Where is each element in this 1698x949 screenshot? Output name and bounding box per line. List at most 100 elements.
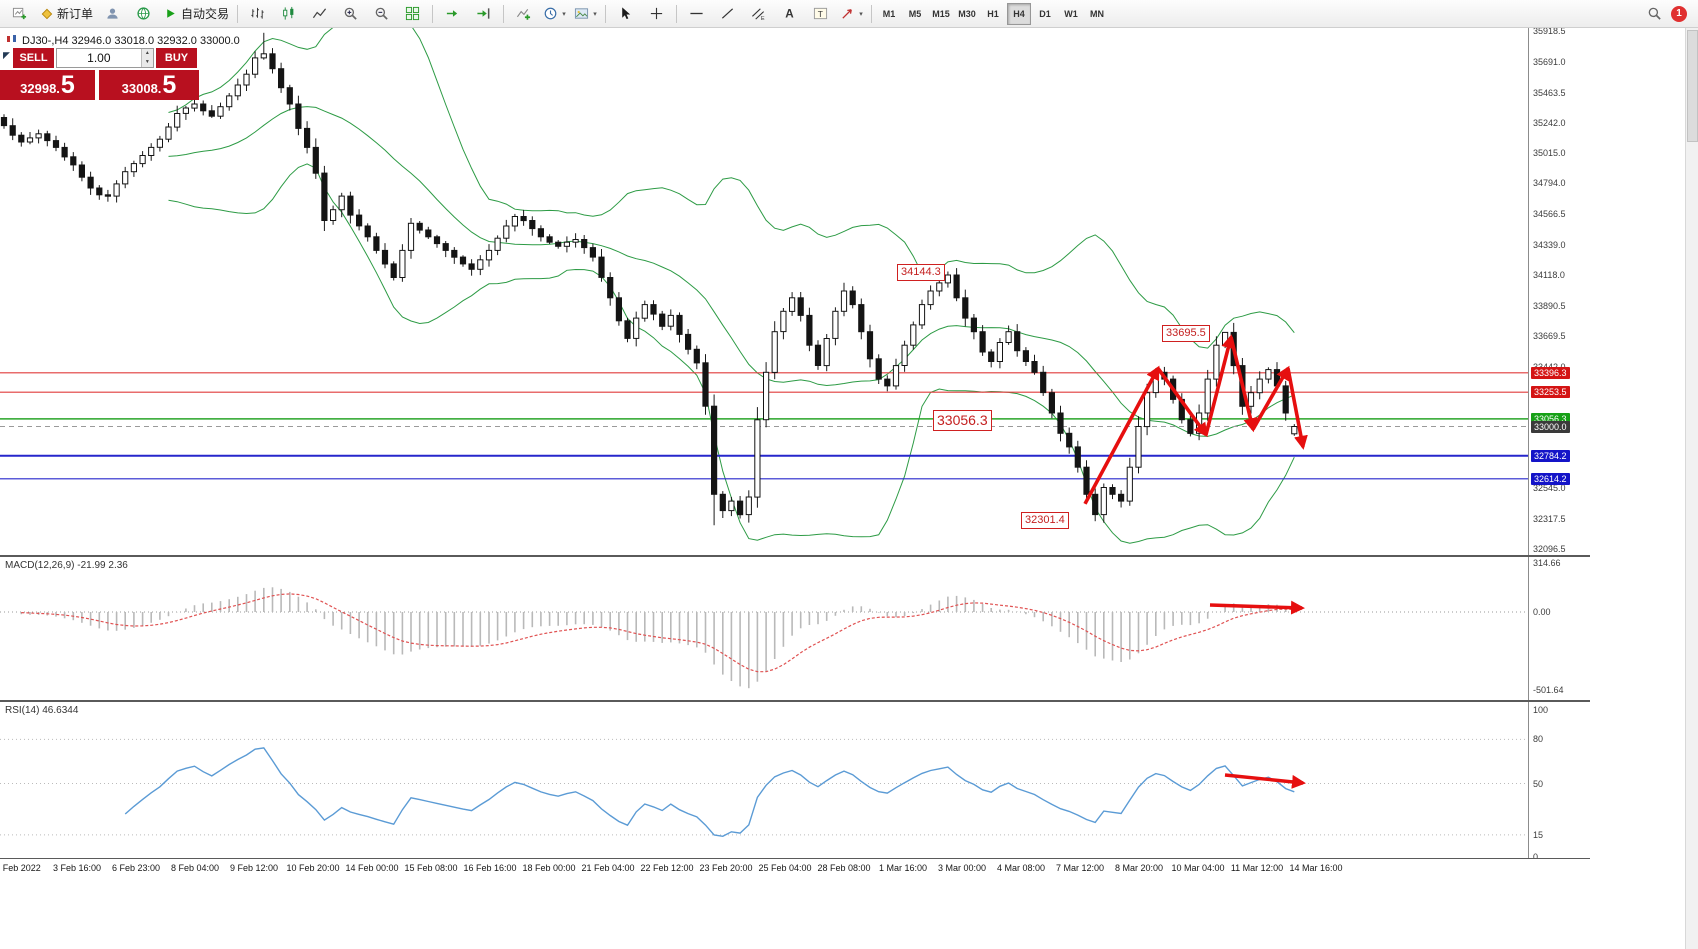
rsi-tick: 15 bbox=[1533, 830, 1544, 840]
shapes-icon[interactable]: ▾ bbox=[837, 3, 866, 25]
svg-text:A: A bbox=[785, 8, 794, 21]
timeframe-m5[interactable]: M5 bbox=[908, 8, 922, 19]
line-chart-icon[interactable] bbox=[305, 3, 334, 25]
macd-tick: 314.66 bbox=[1533, 558, 1561, 568]
buy-button[interactable]: BUY bbox=[156, 48, 197, 68]
price-tick: 32545.0 bbox=[1533, 483, 1566, 493]
time-label: 1 Mar 16:00 bbox=[878, 863, 928, 873]
rsi-tick: 0 bbox=[1533, 852, 1539, 858]
time-label: 9 Feb 12:00 bbox=[229, 863, 279, 873]
price-tick: 32096.5 bbox=[1533, 544, 1566, 554]
price-tag: 33396.3 bbox=[1531, 367, 1570, 379]
new-chart-icon[interactable] bbox=[5, 3, 34, 25]
sell-button[interactable]: SELL bbox=[13, 48, 54, 68]
notification-badge[interactable]: 1 bbox=[1671, 5, 1687, 22]
rsi-chart[interactable] bbox=[0, 702, 1528, 858]
candlestick-chart-icon[interactable] bbox=[274, 3, 303, 25]
volume-spinner: ▲ ▼ bbox=[140, 49, 153, 67]
time-label: 18 Feb 00:00 bbox=[522, 863, 576, 873]
time-label: 10 Feb 20:00 bbox=[286, 863, 340, 873]
price-tick: 32317.5 bbox=[1533, 514, 1566, 524]
price-tick: 34118.0 bbox=[1533, 270, 1565, 280]
panel-separator[interactable] bbox=[0, 700, 1590, 702]
bar-chart-icon[interactable] bbox=[243, 3, 272, 25]
timeframe-m15[interactable]: M15 bbox=[932, 8, 950, 19]
rsi-panel[interactable]: RSI(14) 46.6344 bbox=[0, 702, 1529, 858]
volume-decrease-button[interactable]: ▼ bbox=[141, 58, 153, 67]
price-tick: 34794.0 bbox=[1533, 178, 1566, 188]
volume-input[interactable] bbox=[57, 49, 141, 67]
price-tag: 32614.2 bbox=[1531, 473, 1570, 485]
scrollbar-thumb[interactable] bbox=[1687, 30, 1698, 142]
toolbar-separator bbox=[237, 4, 239, 23]
channel-icon[interactable]: E bbox=[744, 3, 773, 25]
cursor-icon[interactable] bbox=[611, 3, 640, 25]
one-click-collapse-icon[interactable]: ◤ bbox=[3, 50, 10, 60]
sell-price[interactable]: 32998. 5 bbox=[0, 70, 95, 100]
horizontal-line-icon[interactable] bbox=[682, 3, 711, 25]
time-label: 14 Feb 00:00 bbox=[345, 863, 399, 873]
price-tick: 35015.0 bbox=[1533, 148, 1566, 158]
price-callout[interactable]: 33695.5 bbox=[1162, 325, 1210, 342]
time-label: 22 Feb 12:00 bbox=[640, 863, 694, 873]
price-tick: 34339.0 bbox=[1533, 240, 1566, 250]
text-icon[interactable]: A bbox=[775, 3, 804, 25]
price-axis: 35918.5 35691.0 35463.5 35242.0 35015.0 34794… bbox=[1530, 28, 1590, 555]
timeframe-h1[interactable]: H1 bbox=[987, 8, 999, 19]
timeframe-m30[interactable]: M30 bbox=[958, 8, 976, 19]
time-axis: 3 Feb 2022 3 Feb 16:00 6 Feb 23:00 8 Feb 04… bbox=[0, 859, 1590, 879]
macd-label: MACD(12,26,9) -21.99 2.36 bbox=[5, 560, 128, 571]
periods-icon[interactable]: ▾ bbox=[540, 3, 569, 25]
time-label: 25 Feb 04:00 bbox=[758, 863, 812, 873]
time-label: 3 Feb 16:00 bbox=[52, 863, 102, 873]
crosshair-icon[interactable] bbox=[642, 3, 671, 25]
templates-icon[interactable]: ▾ bbox=[571, 3, 600, 25]
profile-icon[interactable] bbox=[98, 3, 127, 25]
candlestick-chart[interactable] bbox=[0, 28, 1528, 555]
time-label: 10 Mar 04:00 bbox=[1171, 863, 1225, 873]
time-label: 14 Mar 16:00 bbox=[1289, 863, 1343, 873]
price-callout[interactable]: 34144.3 bbox=[897, 264, 945, 281]
market-watch-icon[interactable] bbox=[129, 3, 158, 25]
timeframe-m1[interactable]: M1 bbox=[882, 8, 896, 19]
indicators-icon[interactable] bbox=[509, 3, 538, 25]
time-label: 16 Feb 16:00 bbox=[463, 863, 517, 873]
time-label: 6 Feb 23:00 bbox=[111, 863, 161, 873]
timeframe-d1[interactable]: D1 bbox=[1039, 8, 1051, 19]
timeframe-mn[interactable]: MN bbox=[1090, 8, 1105, 19]
time-label: 7 Mar 12:00 bbox=[1055, 863, 1105, 873]
chart-shift-icon[interactable] bbox=[469, 3, 498, 25]
rsi-tick: 100 bbox=[1533, 705, 1549, 715]
price-tag: 33000.0 bbox=[1531, 421, 1570, 433]
auto-scroll-icon[interactable] bbox=[438, 3, 467, 25]
price-tick: 35463.5 bbox=[1533, 88, 1566, 98]
macd-chart[interactable] bbox=[0, 557, 1528, 700]
volume-increase-button[interactable]: ▲ bbox=[141, 49, 153, 58]
price-callout[interactable]: 33056.3 bbox=[933, 410, 992, 431]
buy-price[interactable]: 33008. 5 bbox=[99, 70, 199, 100]
tile-windows-icon[interactable] bbox=[398, 3, 427, 25]
toolbar-separator bbox=[676, 4, 678, 23]
time-label: 3 Mar 00:00 bbox=[937, 863, 987, 873]
zoom-in-icon[interactable] bbox=[336, 3, 365, 25]
macd-axis: 314.66 0.00 -501.64 bbox=[1530, 557, 1590, 700]
price-tick: 35918.5 bbox=[1533, 28, 1566, 36]
sell-price-main: 32998. bbox=[20, 81, 60, 96]
price-callout[interactable]: 32301.4 bbox=[1021, 512, 1069, 529]
main-chart-panel[interactable]: DJ30-,H4 32946.0 33018.0 32932.0 33000.0… bbox=[0, 28, 1529, 555]
timeframe-h4[interactable]: H4 bbox=[1007, 2, 1032, 25]
macd-panel[interactable]: MACD(12,26,9) -21.99 2.36 bbox=[0, 557, 1529, 700]
buy-price-big: 5 bbox=[162, 71, 177, 99]
panel-separator[interactable] bbox=[0, 555, 1590, 557]
macd-tick: 0.00 bbox=[1533, 607, 1551, 617]
one-click-trading-panel: ◤ SELL ▲ ▼ BUY 32998.5 33008.5 bbox=[0, 48, 199, 100]
new-order-button[interactable]: 新订单 bbox=[36, 3, 96, 25]
trendline-icon[interactable] bbox=[713, 3, 742, 25]
chart-title-text: DJ30-,H4 32946.0 33018.0 32932.0 33000.0 bbox=[22, 34, 240, 47]
search-icon[interactable] bbox=[1640, 3, 1669, 25]
autotrading-button[interactable]: 自动交易 bbox=[160, 3, 232, 25]
timeframe-w1[interactable]: W1 bbox=[1064, 8, 1078, 19]
zoom-out-icon[interactable] bbox=[367, 3, 396, 25]
vertical-scrollbar[interactable] bbox=[1685, 28, 1698, 949]
text-label-icon[interactable]: T bbox=[806, 3, 835, 25]
